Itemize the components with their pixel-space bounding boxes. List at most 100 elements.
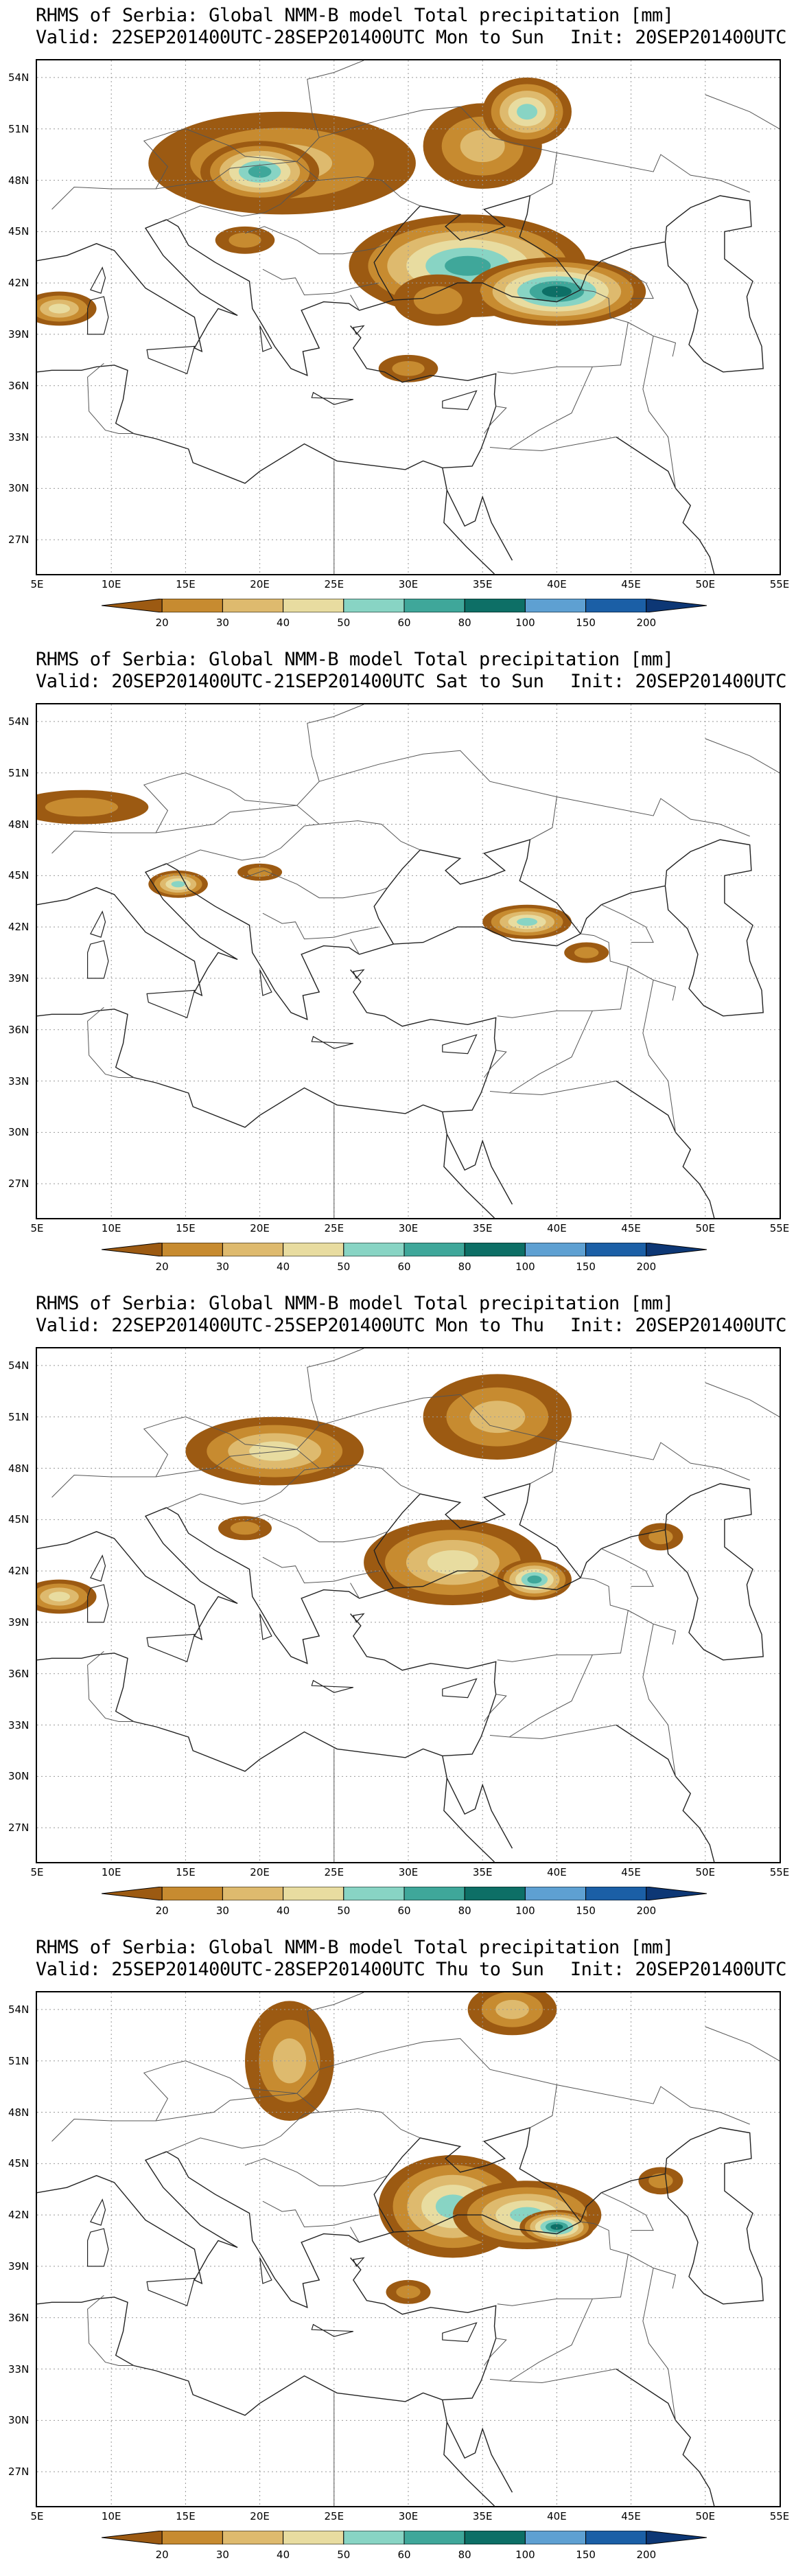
lon-tick-label: 25E [324,1222,344,1234]
colorbar-swatch [585,1243,647,1256]
map-panel: RHMS of Serbia: Global NMM-B model Total… [0,1932,796,2576]
island-outline [259,2257,272,2284]
colorbar-label: 60 [397,1905,411,1917]
lon-tick-label: 45E [621,2510,641,2522]
country-border [489,1655,593,1738]
country-border [483,1694,507,1722]
lat-tick-label: 51N [8,1410,30,1423]
country-border [489,367,593,450]
colorbar-swatch [343,1243,405,1256]
country-border [557,152,750,193]
lat-tick-label: 48N [8,2106,30,2119]
coastline [442,468,513,561]
country-border [628,322,677,357]
colorbar-swatch [464,1887,526,1900]
colorbar-label: 100 [515,2549,535,2561]
country-border [497,933,629,1018]
country-border [705,2026,780,2062]
lon-tick-label: 15E [176,1866,196,1878]
precip-contour [517,104,538,120]
lat-tick-label: 48N [8,818,30,831]
lat-tick-label: 45N [8,869,30,882]
country-border [262,268,379,296]
lon-tick-label: 5E [30,2510,44,2522]
map-title: RHMS of Serbia: Global NMM-B model Total… [36,1937,674,1958]
precip-contour [517,917,538,926]
lat-tick-label: 54N [8,2003,30,2016]
coastline [37,2257,497,2416]
island-outline [311,1035,354,1049]
coastline [675,487,715,574]
lat-tick-label: 45N [8,1513,30,1526]
coastline [442,2400,513,2493]
colorbar-swatch [524,1243,587,1256]
country-border [642,336,676,489]
colorbar-label: 30 [215,2549,229,2561]
lon-tick-label: 5E [30,1866,44,1878]
precip-contour [49,1591,70,1602]
country-border [319,750,557,840]
colorbar-swatch [222,599,284,612]
map-title: RHMS of Serbia: Global NMM-B model Total… [36,5,674,26]
island-outline [90,2198,106,2226]
map-frame [36,59,781,575]
lat-tick-label: 36N [8,1667,30,1680]
country-border [601,904,654,943]
country-border [170,1992,364,2094]
lon-tick-label: 45E [621,1866,641,1878]
colorbar-swatch [283,1887,344,1900]
island-outline [87,1584,109,1623]
island-outline [353,325,365,336]
island-outline [311,391,354,405]
country-border [350,295,360,311]
island-outline [259,325,272,352]
coastline [37,325,497,484]
coastline [442,1756,513,1849]
map-canvas [37,1992,780,2506]
valid-period: Valid: 20SEP201400UTC-21SEP201400UTC Sat… [36,671,544,692]
colorbar-label: 150 [576,1261,596,1273]
country-border [642,2268,676,2421]
map-canvas [37,704,780,1218]
precip-contour [230,1521,260,1535]
colorbar-label: 60 [397,617,411,629]
colorbar-label: 40 [277,617,290,629]
colorbar-swatch [161,1887,223,1900]
coastline [580,2127,764,2305]
lon-tick-label: 25E [324,2510,344,2522]
colorbar-label: 150 [576,617,596,629]
coastline [675,1775,715,1862]
colorbar-label: 60 [397,1261,411,1273]
colorbar-label: 60 [397,2549,411,2561]
lon-tick-label: 50E [695,578,716,590]
lon-tick-label: 35E [472,1222,493,1234]
island-outline [442,390,478,411]
lat-tick-label: 36N [8,1023,30,1036]
precip-contour [171,881,185,888]
coastline [616,436,677,489]
lat-tick-label: 33N [8,1074,30,1088]
island-outline [87,2228,109,2267]
country-border [262,2200,379,2228]
country-border [163,1468,320,1510]
colorbar-swatch [646,1243,707,1256]
coastline [37,969,497,1128]
lat-tick-label: 27N [8,533,30,547]
country-border [705,94,780,130]
colorbar [102,1887,707,1900]
precip-contour [527,1575,542,1584]
lon-tick-label: 35E [472,1866,493,1878]
colorbar-label: 80 [458,1261,471,1273]
colorbar-label: 80 [458,1905,471,1917]
map-panel: RHMS of Serbia: Global NMM-B model Total… [0,0,796,644]
colorbar [102,1243,707,1256]
country-border [51,161,421,210]
country-border [170,1348,364,1450]
country-border [51,805,421,854]
country-border [244,2158,388,2187]
colorbar-swatch [403,2531,465,2544]
lat-tick-label: 51N [8,2054,30,2067]
country-border [628,2254,677,2289]
country-border [489,1011,593,1094]
colorbar-swatch [524,2531,587,2544]
